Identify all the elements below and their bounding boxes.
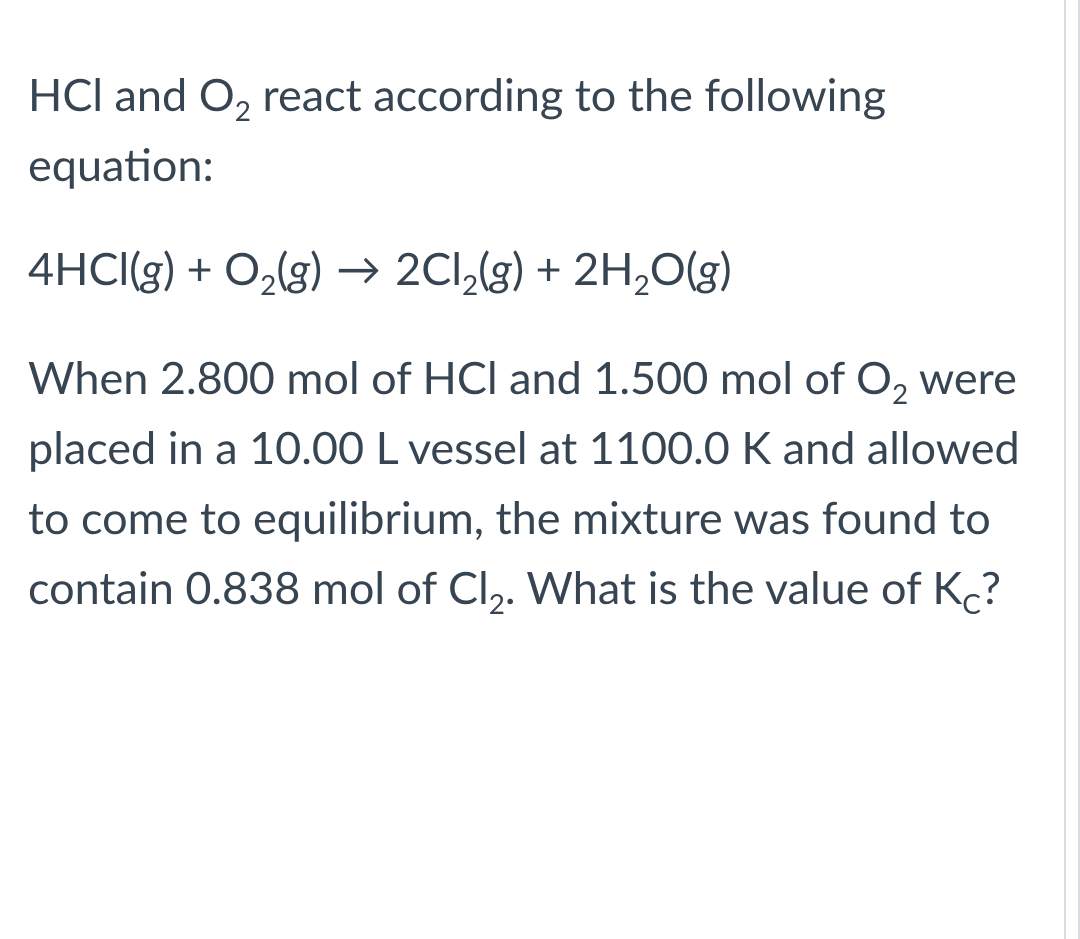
eq-rhs2-coef: 2 [573, 241, 599, 295]
intro-paragraph: HCl and O2 react according to the follow… [28, 60, 1050, 200]
eq-plus-2: + [524, 241, 573, 295]
eq-arrow: → [322, 234, 395, 304]
eq-rhs1-sub: 2 [462, 267, 478, 301]
eq-lhs1-species: HCl [54, 241, 129, 295]
body-paragraph: When 2.800 mol of HCl and 1.500 mol of O… [28, 343, 1050, 622]
body-s2: 2 [489, 586, 505, 620]
body-s1: 2 [892, 376, 908, 410]
eq-lhs2-phase: g [288, 241, 310, 295]
question-page: HCl and O2 react according to the follow… [0, 0, 1080, 939]
body-s3: C [962, 586, 981, 620]
eq-lhs2-species: O [224, 241, 260, 295]
eq-rhs1-phase: g [490, 241, 512, 295]
body-t1: When 2.800 mol of HCl and 1.500 mol of O [28, 350, 892, 404]
intro-text-prefix: HCl and O [28, 67, 235, 121]
eq-rhs2-phase: g [698, 241, 720, 295]
chemical-equation: 4HCl(g) + O2(g)→2Cl2(g) + 2H2O(g) [28, 234, 1050, 304]
eq-rhs1-coef: 2 [395, 241, 421, 295]
eq-lhs2-sub: 2 [260, 267, 276, 301]
eq-plus-1: + [175, 241, 224, 295]
eq-rhs2-sub: 2 [634, 267, 650, 301]
eq-rhs1-species: Cl [421, 241, 462, 295]
intro-sub-1: 2 [235, 93, 251, 127]
eq-rhs2-species: H [599, 241, 633, 295]
eq-lhs1-coef: 4 [28, 241, 54, 295]
eq-lhs1-phase: g [141, 241, 163, 295]
eq-rhs2-species2: O [650, 241, 686, 295]
body-t4: ? [981, 560, 1001, 614]
body-t3: . What is the value of K [505, 560, 962, 614]
